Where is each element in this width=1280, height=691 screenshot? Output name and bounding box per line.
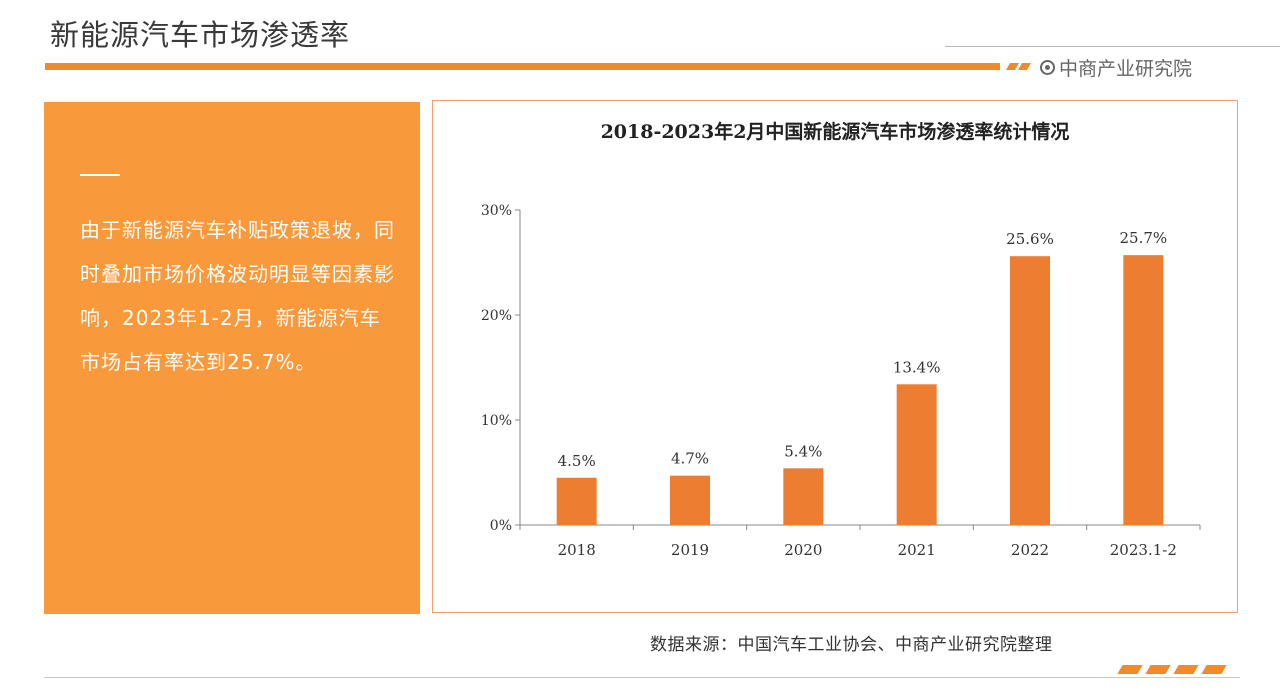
footer-stripe [1201,665,1227,674]
x-tick-label: 2021 [898,541,936,559]
page-title: 新能源汽车市场渗透率 [50,18,351,52]
brand-name: 中商产业研究院 [1059,58,1193,80]
footer-stripe [1117,665,1143,674]
data-label: 13.4% [893,358,941,376]
x-tick-label: 2022 [1011,541,1049,559]
y-tick-label: 20% [481,308,512,324]
data-label: 4.5% [558,452,596,470]
data-label: 4.7% [671,450,709,468]
data-source-note: 数据来源：中国汽车工业协会、中商产业研究院整理 [650,635,1053,655]
bar-chart: 0% 10% 20% 30% 4.5% 2018 4.7% 2019 5.4% 2020 13.4%… [481,203,1201,559]
bar [896,384,937,525]
brand-logo: 中商产业研究院 [1040,54,1192,81]
chart-container: 2018-2023年2月中国新能源汽车市场渗透率统计情况 0% 10% 20% 30%… [432,100,1238,613]
bar [556,477,597,525]
bar [783,468,824,525]
x-tick-label: 2019 [671,541,709,559]
data-label: 25.6% [1006,230,1054,248]
bar [1123,255,1164,525]
footer-line [44,677,1240,678]
chart-title: 2018-2023年2月中国新能源汽车市场渗透率统计情况 [600,121,1070,143]
footer-stripe [1145,665,1171,674]
bar [1010,256,1050,525]
summary-text: 由于新能源汽车补贴政策退坡，同时叠加市场价格波动明显等因素影响，2023年1-2… [80,218,395,374]
footer-stripe [1173,665,1199,674]
x-tick-label: 2018 [558,541,596,559]
x-tick-label: 2023.1-2 [1110,541,1177,559]
header-accent-bar [45,63,1000,70]
y-tick-label: 0% [490,518,512,534]
data-label: 5.4% [784,442,822,460]
y-tick-label: 10% [481,413,512,429]
data-label: 25.7% [1120,229,1168,247]
target-icon [1040,60,1055,75]
header-divider-line [945,46,1280,47]
summary-panel: 由于新能源汽车补贴政策退坡，同时叠加市场价格波动明显等因素影响，2023年1-2… [44,102,420,614]
y-tick-label: 30% [481,203,512,219]
x-tick-label: 2020 [784,541,822,559]
header-stripe [1017,63,1032,70]
bar [670,475,710,525]
panel-dash-divider [80,174,120,176]
